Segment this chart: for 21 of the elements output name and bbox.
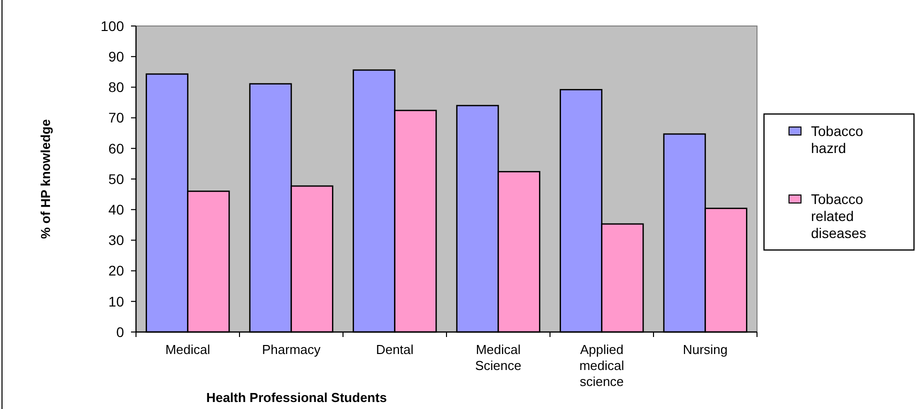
y-tick-label: 70 xyxy=(108,110,124,126)
legend-label: Tobacco related diseases xyxy=(811,191,866,241)
x-tick-label: Nursing xyxy=(682,342,728,357)
y-tick-label: 20 xyxy=(108,262,124,279)
y-tick-label: 0 xyxy=(116,324,124,340)
y-tick-label: 30 xyxy=(108,232,124,248)
x-axis-title: Health Professional Students xyxy=(206,390,387,405)
y-tick-label: 100 xyxy=(100,18,124,34)
y-axis-title: % of HP knowledge xyxy=(38,119,53,239)
legend-label: Tobacco hazrd xyxy=(811,123,864,156)
y-tick-label: 60 xyxy=(108,140,124,156)
y-tick-label: 40 xyxy=(108,202,124,218)
x-tick-label: Medical Science xyxy=(475,342,522,373)
x-tick-label: Dental xyxy=(376,342,414,357)
x-tick-label: Pharmacy xyxy=(262,342,322,357)
x-tick-label: Medical xyxy=(165,342,210,357)
y-tick-label: 50 xyxy=(108,170,124,187)
y-tick-label: 80 xyxy=(108,79,124,96)
x-tick-label: Applied medical science xyxy=(579,342,624,389)
y-tick-label: 90 xyxy=(108,48,124,64)
y-tick-label: 10 xyxy=(108,293,124,310)
